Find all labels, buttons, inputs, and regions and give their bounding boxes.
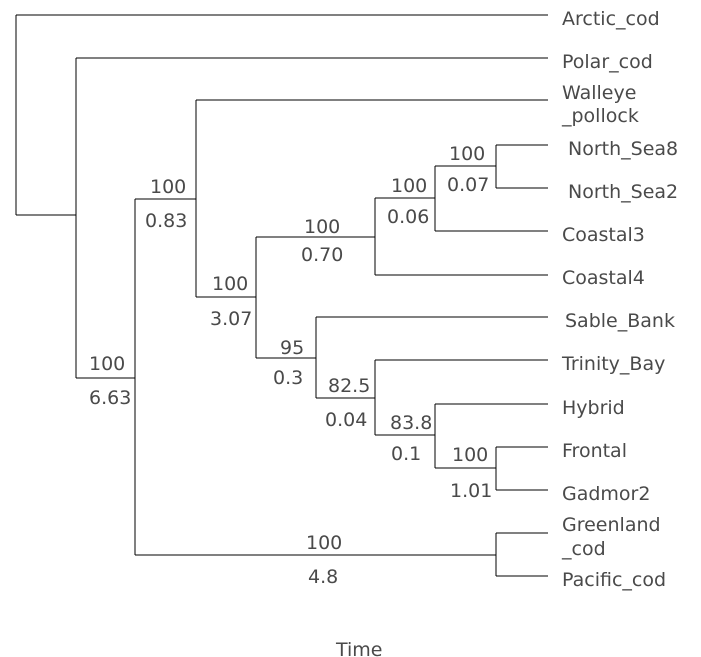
leaf-label-arctic-cod: Arctic_cod: [562, 8, 660, 30]
leaf-label-coastal3: Coastal3: [562, 224, 645, 246]
leaf-label-north-sea2: North_Sea2: [568, 181, 678, 203]
node-support-hybrid: 83.8: [390, 412, 432, 434]
leaf-label-walleye-pollock: Walleye _pollock: [561, 82, 642, 127]
node-length-gadus: 6.63: [89, 387, 131, 409]
node-length-hybrid: 0.1: [391, 443, 421, 465]
tree-branches: [15, 14, 548, 577]
leaf-label-polar-cod: Polar_cod: [562, 51, 653, 73]
node-support-frontal: 100: [452, 444, 488, 466]
leaf-label-greenland-cod-line1: Greenland: [562, 514, 661, 536]
node-support-west: 95: [280, 337, 304, 359]
node-length-walleye: 0.83: [145, 210, 187, 232]
node-support-trinity: 82.5: [328, 375, 370, 397]
leaf-label-frontal: Frontal: [562, 440, 627, 462]
leaf-label-north-sea8: North_Sea8: [568, 138, 678, 160]
leaf-labels: Arctic_cod Polar_cod Walleye _pollock No…: [561, 8, 678, 591]
node-support-walleye: 100: [150, 176, 186, 198]
leaf-label-sable-bank: Sable_Bank: [565, 310, 675, 332]
leaf-label-trinity-bay: Trinity_Bay: [561, 353, 665, 375]
node-length-atlantic: 3.07: [210, 308, 252, 330]
node-labels: 100 0.83 100 6.63 100 3.07 100 0.70 100 …: [89, 143, 492, 588]
leaf-label-walleye-pollock-line2: _pollock: [561, 105, 639, 127]
node-support-greenland: 100: [306, 532, 342, 554]
leaf-label-greenland-cod: Greenland _cod: [561, 514, 667, 560]
node-support-gadus: 100: [89, 353, 125, 375]
leaf-label-hybrid: Hybrid: [562, 397, 625, 419]
leaf-label-gadmor2: Gadmor2: [562, 483, 650, 505]
leaf-label-pacific-cod: Pacific_cod: [562, 569, 666, 591]
node-support-ns-c3: 100: [391, 175, 427, 197]
node-length-west: 0.3: [273, 367, 303, 389]
node-support-coastal: 100: [304, 216, 340, 238]
leaf-label-coastal4: Coastal4: [562, 267, 645, 289]
leaf-label-greenland-cod-line2: _cod: [561, 538, 606, 560]
node-length-ns-c3: 0.06: [387, 206, 429, 228]
node-length-north-sea: 0.07: [447, 174, 489, 196]
node-length-trinity: 0.04: [325, 409, 367, 431]
x-axis-label: Time: [335, 639, 383, 657]
node-support-atlantic: 100: [212, 273, 248, 295]
node-length-frontal: 1.01: [450, 480, 492, 502]
leaf-label-walleye-pollock-line1: Walleye: [562, 82, 636, 104]
node-length-greenland: 4.8: [308, 566, 338, 588]
node-length-coastal: 0.70: [301, 244, 343, 266]
node-support-north-sea: 100: [449, 143, 485, 165]
